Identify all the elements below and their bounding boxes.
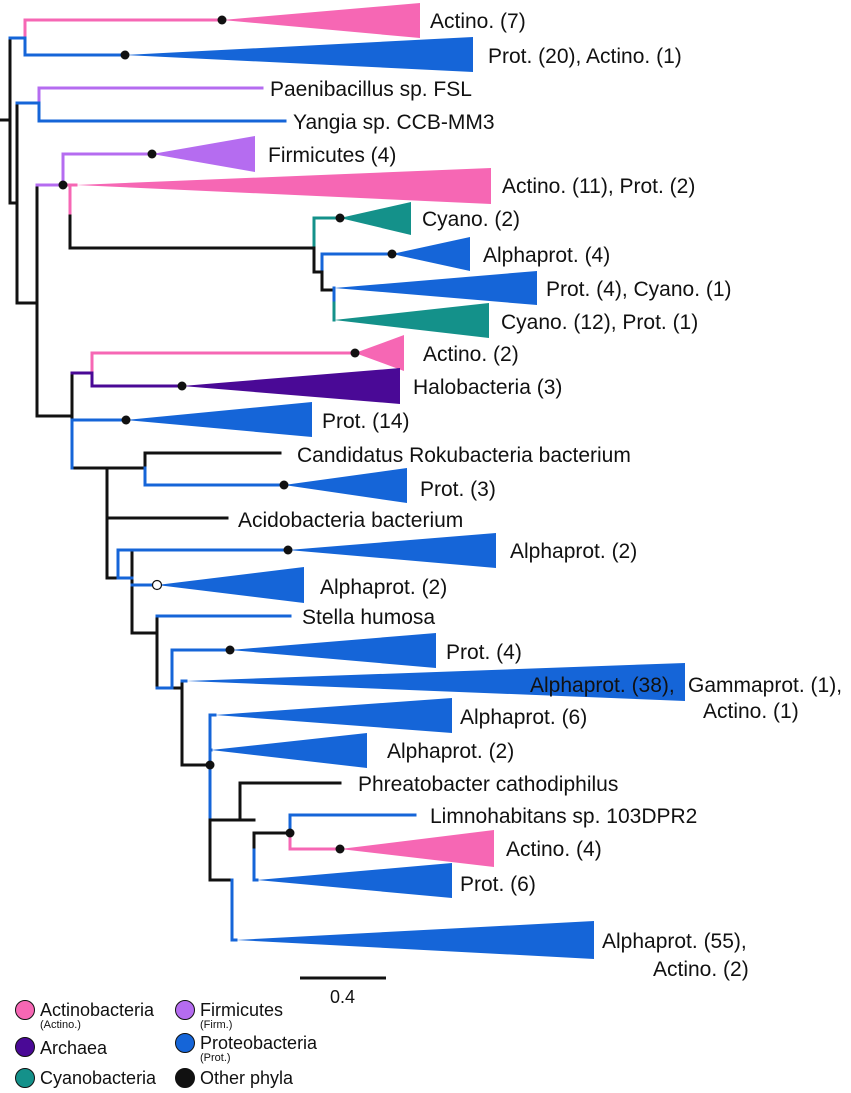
label-alpha38-line3: Actino. (1) — [703, 700, 799, 723]
legend-item-actinobacteria: Actinobacteria (Actino.) — [15, 1000, 155, 1031]
support-node — [279, 480, 289, 490]
label-alpha2a: Alphaprot. (2) — [510, 540, 637, 563]
clade-triangle-cyano12 — [334, 303, 489, 338]
legend-item-other: Other phyla — [175, 1068, 294, 1088]
label-alpha55: Alphaprot. (55), — [602, 930, 747, 953]
support-node — [177, 381, 187, 391]
node-support-markers — [58, 15, 397, 854]
label-prot14: Prot. (14) — [322, 410, 410, 433]
label-rokub: Candidatus Rokubacteria bacterium — [297, 444, 631, 467]
clade-triangle-firm4 — [152, 136, 255, 172]
label-cyano2: Cyano. (2) — [422, 208, 520, 231]
tree-branches — [0, 18, 417, 942]
scale-bar: 0.4 — [300, 976, 386, 1007]
label-prot3: Prot. (3) — [420, 478, 496, 501]
support-node — [120, 50, 130, 60]
legend-swatch — [15, 1037, 35, 1057]
label-acido: Acidobacteria bacterium — [238, 509, 463, 532]
clade-triangle-prot4cy — [334, 271, 537, 305]
label-alpha6: Alphaprot. (6) — [460, 706, 587, 729]
legend-item-firmicutes: Firmicutes (Firm.) — [175, 1000, 283, 1031]
clade-triangle-alpha38 — [186, 663, 685, 701]
support-node — [283, 545, 293, 555]
label-prot4: Prot. (4) — [446, 641, 522, 664]
legend-item-proteobacteria: Proteobacteria (Prot.) — [175, 1033, 318, 1064]
support-node — [58, 180, 68, 190]
legend-swatch — [15, 1068, 35, 1088]
clade-triangle-alpha55 — [236, 921, 594, 959]
clade-triangles — [76, 3, 685, 959]
clade-triangle-alpha2a — [288, 533, 496, 568]
legend-label: Proteobacteria — [200, 1033, 318, 1053]
label-prot4cy: Prot. (4), Cyano. (1) — [546, 278, 732, 301]
legend-item-archaea: Archaea — [15, 1037, 108, 1058]
legend-label: Other phyla — [200, 1068, 294, 1088]
clade-triangle-alpha2c — [211, 733, 367, 768]
clade-triangle-prot6 — [257, 863, 452, 898]
clade-triangle-actino2 — [355, 335, 404, 371]
legend-sublabel: (Firm.) — [200, 1019, 232, 1031]
label-alpha38: Alphaprot. (38), — [530, 674, 675, 697]
clade-triangle-prot4 — [230, 633, 436, 668]
support-node — [335, 844, 345, 854]
clade-triangle-alpha6 — [215, 698, 452, 733]
support-node-weak — [151, 579, 163, 591]
label-alpha38-line2: Gammaprot. (1), — [688, 674, 842, 697]
support-node — [217, 15, 227, 25]
clade-triangle-alpha2b — [157, 567, 304, 603]
label-actino4: Actino. (4) — [506, 838, 602, 861]
clade-triangle-alpha4 — [392, 237, 470, 271]
support-node — [225, 645, 235, 655]
label-alpha2b: Alphaprot. (2) — [320, 576, 447, 599]
clade-triangle-actino4 — [340, 830, 494, 867]
legend-sublabel: (Actino.) — [40, 1019, 81, 1031]
clade-labels: Actino. (7) Prot. (20), Actino. (1) Paen… — [238, 10, 842, 981]
legend-label: Actinobacteria — [40, 1000, 155, 1020]
label-limno: Limnohabitans sp. 103DPR2 — [430, 805, 697, 828]
legend-label: Cyanobacteria — [40, 1068, 157, 1088]
legend-sublabel: (Prot.) — [200, 1052, 231, 1064]
label-prot20: Prot. (20), Actino. (1) — [488, 45, 682, 68]
legend: Actinobacteria (Actino.) Archaea Cyanoba… — [15, 1000, 318, 1088]
clade-triangle-prot14 — [126, 402, 312, 437]
label-alpha55-line2: Actino. (2) — [653, 958, 749, 981]
legend-swatch — [15, 1000, 35, 1020]
support-node — [205, 760, 215, 770]
label-firm4: Firmicutes (4) — [268, 144, 396, 167]
label-paeni: Paenibacillus sp. FSL — [270, 78, 472, 101]
support-node — [121, 415, 131, 425]
legend-label: Archaea — [40, 1038, 108, 1058]
support-node — [335, 213, 345, 223]
legend-swatch — [175, 1033, 195, 1053]
clade-triangle-actino11 — [76, 168, 491, 204]
legend-swatch — [175, 1000, 195, 1020]
clade-triangle-cyano2 — [340, 202, 411, 235]
clade-triangle-halo3 — [182, 368, 400, 404]
label-halo3: Halobacteria (3) — [413, 376, 562, 399]
label-stella: Stella humosa — [302, 606, 435, 629]
label-actino7: Actino. (7) — [430, 10, 526, 33]
label-alpha4: Alphaprot. (4) — [483, 244, 610, 267]
label-phreato: Phreatobacter cathodiphilus — [358, 773, 618, 796]
label-actino2: Actino. (2) — [423, 343, 519, 366]
clade-triangle-prot3 — [284, 468, 407, 503]
legend-label: Firmicutes — [200, 1000, 283, 1020]
support-node — [387, 249, 397, 259]
support-node — [350, 348, 360, 358]
support-node — [285, 828, 295, 838]
label-cyano12: Cyano. (12), Prot. (1) — [501, 311, 698, 334]
clade-triangle-actino7 — [222, 3, 420, 38]
legend-swatch — [175, 1068, 195, 1088]
support-node — [147, 149, 157, 159]
scale-bar-label: 0.4 — [330, 987, 355, 1007]
legend-item-cyanobacteria: Cyanobacteria — [15, 1068, 157, 1088]
label-prot6: Prot. (6) — [460, 873, 536, 896]
clade-triangle-prot20 — [125, 37, 473, 72]
label-actino11: Actino. (11), Prot. (2) — [502, 175, 695, 198]
label-yangia: Yangia sp. CCB-MM3 — [293, 111, 495, 134]
label-alpha2c: Alphaprot. (2) — [387, 740, 514, 763]
